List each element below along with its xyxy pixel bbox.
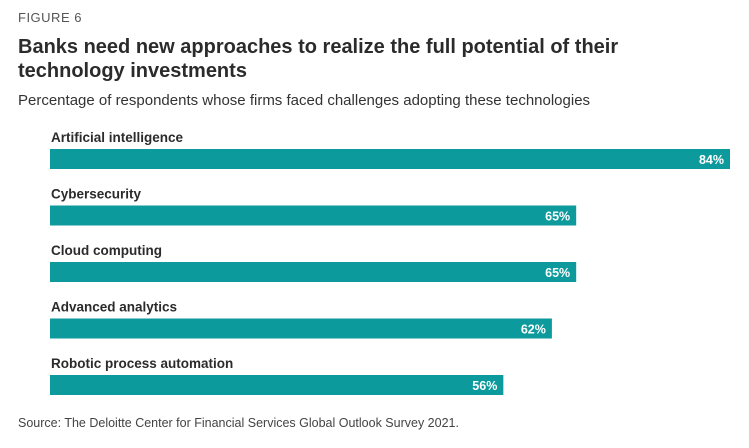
bar <box>50 149 730 169</box>
figure-label: FIGURE 6 <box>18 10 82 25</box>
value-label: 56% <box>472 379 497 393</box>
bar <box>50 205 577 226</box>
category-label: Artificial intelligence <box>51 130 184 145</box>
source-note: Source: The Deloitte Center for Financia… <box>18 416 459 430</box>
chart-title: Banks need new approaches to realize the… <box>18 36 619 82</box>
value-label: 65% <box>545 210 570 224</box>
category-label: Robotic process automation <box>51 356 233 371</box>
chart-subtitle: Percentage of respondents whose firms fa… <box>18 92 591 109</box>
category-label: Advanced analytics <box>51 300 177 315</box>
category-label: Cloud computing <box>51 243 162 258</box>
bar <box>50 375 504 395</box>
value-label: 65% <box>545 266 570 280</box>
value-label: 84% <box>699 153 724 167</box>
bar <box>50 318 552 339</box>
value-label: 62% <box>521 323 546 337</box>
bar-chart: Artificial intelligence 84% Cybersecurity 6… <box>50 130 730 395</box>
bar <box>50 262 577 282</box>
category-label: Cybersecurity <box>51 187 142 202</box>
